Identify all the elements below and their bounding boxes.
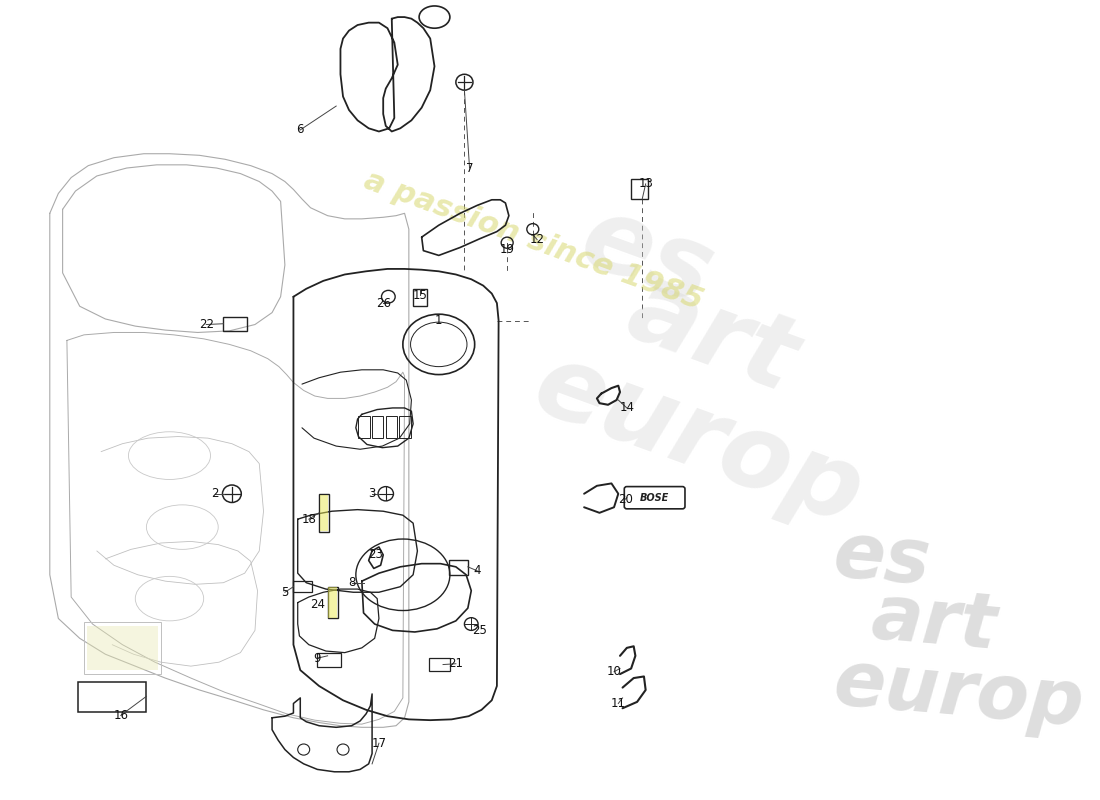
Text: europ: europ	[830, 646, 1087, 742]
Bar	[329, 587, 337, 618]
Text: 18: 18	[301, 513, 317, 526]
Text: art: art	[868, 580, 1000, 665]
Text: 1: 1	[434, 314, 442, 327]
Text: 8: 8	[348, 576, 355, 590]
Text: 17: 17	[372, 737, 386, 750]
Text: 3: 3	[368, 487, 376, 500]
Bar	[414, 289, 427, 306]
Text: 13: 13	[638, 178, 653, 190]
Bar	[372, 416, 383, 438]
Text: 24: 24	[310, 598, 324, 611]
Text: 16: 16	[113, 709, 129, 722]
Bar	[318, 653, 341, 667]
Text: art: art	[614, 260, 810, 414]
Text: a passion since 1985: a passion since 1985	[360, 166, 707, 316]
Text: 10: 10	[606, 666, 621, 678]
Bar	[449, 561, 468, 574]
Text: 9: 9	[314, 652, 321, 665]
Text: 23: 23	[368, 549, 383, 562]
Text: 26: 26	[376, 297, 390, 310]
Text: europ: europ	[520, 334, 876, 546]
Text: 19: 19	[499, 242, 515, 255]
Bar	[399, 416, 410, 438]
Text: 21: 21	[449, 658, 463, 670]
Text: 5: 5	[282, 586, 288, 598]
Bar	[78, 682, 146, 712]
Bar	[84, 622, 161, 674]
Text: 20: 20	[618, 493, 632, 506]
Text: 11: 11	[610, 697, 626, 710]
Bar	[631, 179, 648, 199]
Text: 14: 14	[619, 402, 635, 414]
Text: 4: 4	[473, 564, 481, 578]
Bar	[320, 494, 329, 531]
Text: 2: 2	[211, 487, 219, 500]
Bar	[359, 416, 370, 438]
Text: es: es	[830, 518, 934, 600]
Bar	[319, 494, 329, 532]
Text: 6: 6	[297, 123, 304, 136]
Bar	[386, 416, 397, 438]
Text: 15: 15	[412, 289, 428, 302]
Text: BOSE: BOSE	[639, 493, 669, 502]
Text: 25: 25	[472, 624, 487, 637]
Text: 12: 12	[529, 233, 544, 246]
Bar	[223, 317, 248, 331]
Text: es: es	[566, 187, 726, 327]
Bar	[429, 658, 450, 671]
Bar	[294, 581, 312, 592]
Bar	[87, 626, 158, 670]
Text: 22: 22	[199, 318, 213, 331]
Text: 7: 7	[465, 162, 473, 174]
Bar	[328, 586, 338, 618]
